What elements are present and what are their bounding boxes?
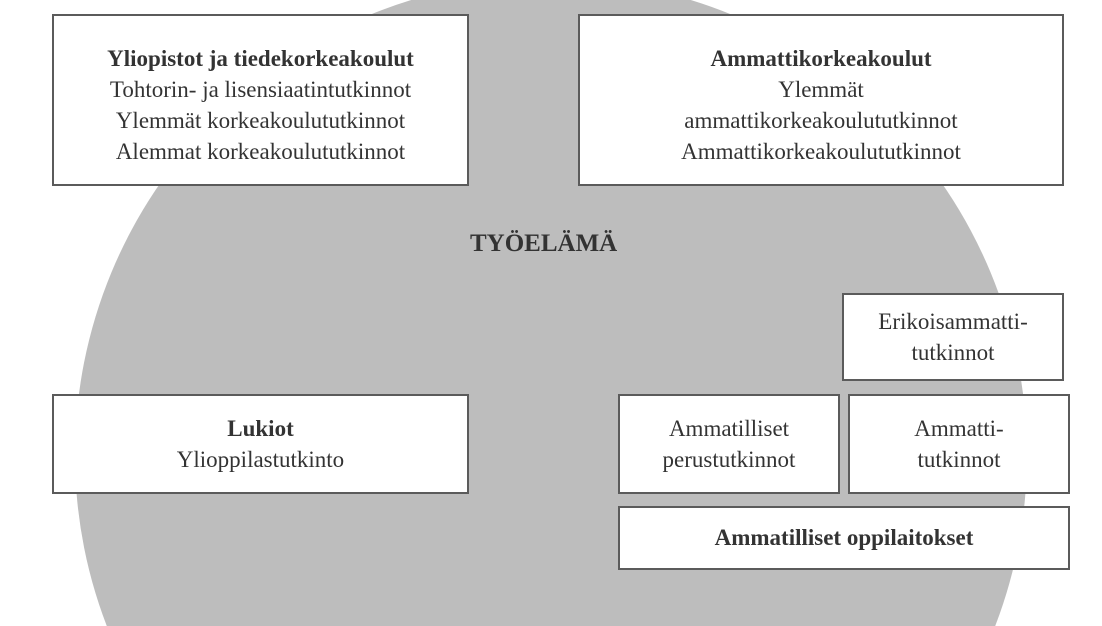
- box-universities-line2: Ylemmät korkeakoulututkinnot: [116, 105, 405, 136]
- box-erikoisammatti-line1: Erikoisammatti-: [878, 306, 1027, 337]
- box-ammatti-tutkinnot-line2: tutkinnot: [917, 444, 1000, 475]
- box-lukiot: Lukiot Ylioppilastutkinto: [52, 394, 469, 494]
- box-universities-title: Yliopistot ja tiedekorkeakoulut: [107, 43, 414, 74]
- box-ammatti-tutkinnot-line1: Ammatti-: [914, 413, 1003, 444]
- box-ammatti-tutkinnot: Ammatti- tutkinnot: [848, 394, 1070, 494]
- box-lukiot-line1: Ylioppilastutkinto: [177, 444, 344, 475]
- box-lukiot-title: Lukiot: [227, 413, 293, 444]
- center-label-tyoelama: TYÖELÄMÄ: [470, 230, 617, 258]
- box-uas-line3: Ammattikorkeakoulututkinnot: [681, 136, 961, 167]
- box-erikoisammatti: Erikoisammatti- tutkinnot: [842, 293, 1064, 381]
- box-ammatilliset-perus: Ammatilliset perustutkinnot: [618, 394, 840, 494]
- box-universities-line3: Alemmat korkeakoulututkinnot: [116, 136, 405, 167]
- box-uas-title: Ammattikorkeakoulut: [710, 43, 931, 74]
- box-uas: Ammattikorkeakoulut Ylemmät ammattikorke…: [578, 14, 1064, 186]
- box-uas-line1: Ylemmät: [778, 74, 864, 105]
- box-universities: Yliopistot ja tiedekorkeakoulut Tohtorin…: [52, 14, 469, 186]
- box-erikoisammatti-line2: tutkinnot: [911, 337, 994, 368]
- box-ammatilliset-perus-line1: Ammatilliset: [669, 413, 789, 444]
- box-ammatilliset-oppilaitokset: Ammatilliset oppilaitokset: [618, 506, 1070, 570]
- box-uas-line2: ammattikorkeakoulututkinnot: [684, 105, 957, 136]
- diagram-stage: TYÖELÄMÄ Yliopistot ja tiedekorkeakoulut…: [0, 0, 1102, 626]
- box-ammatilliset-oppilaitokset-title: Ammatilliset oppilaitokset: [715, 522, 974, 553]
- box-ammatilliset-perus-line2: perustutkinnot: [663, 444, 796, 475]
- box-universities-line1: Tohtorin- ja lisensiaatintutkinnot: [110, 74, 411, 105]
